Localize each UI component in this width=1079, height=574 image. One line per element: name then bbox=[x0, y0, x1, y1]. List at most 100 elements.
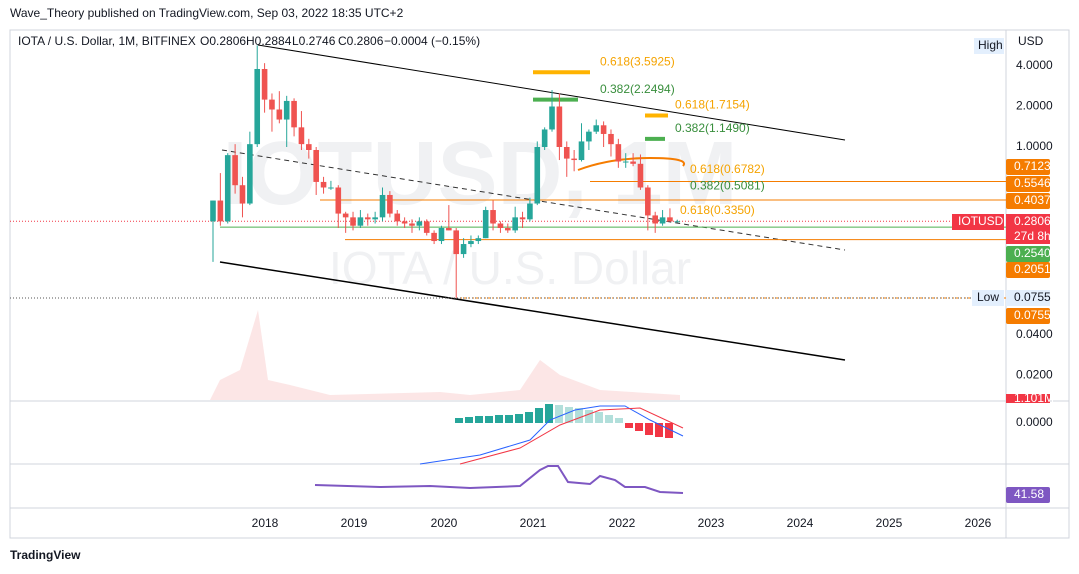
fib-label: 0.618(0.6782) bbox=[690, 162, 765, 176]
candle-body bbox=[401, 221, 408, 224]
price-tag-label: 0.5546 bbox=[1014, 176, 1051, 190]
publisher: Wave_Theory published on TradingView.com… bbox=[10, 6, 404, 20]
candle-body bbox=[232, 155, 238, 186]
candle-body bbox=[416, 221, 423, 226]
candle-body bbox=[350, 217, 356, 226]
candle-body bbox=[468, 241, 474, 245]
candle-body bbox=[512, 217, 518, 231]
price-tick-label: 4.0000 bbox=[1016, 58, 1053, 72]
time-label: 2020 bbox=[431, 516, 458, 530]
candle-body bbox=[261, 68, 268, 100]
legend: IOTA / U.S. Dollar, 1M, BITFINEX O0.2806… bbox=[18, 34, 480, 48]
candle-body bbox=[357, 217, 364, 226]
price-tag-label: 0.0755 bbox=[1014, 308, 1051, 322]
unit: USD bbox=[1018, 34, 1044, 48]
candle-body bbox=[556, 106, 563, 147]
price-tick-label: 0.0400 bbox=[1016, 327, 1053, 341]
footer: TradingView bbox=[10, 548, 81, 562]
low-label: Low bbox=[977, 290, 999, 304]
candle-body bbox=[667, 217, 673, 222]
fib-label: 0.382(0.5081) bbox=[690, 179, 765, 193]
candle-body bbox=[630, 161, 636, 164]
candle-body bbox=[298, 127, 305, 145]
fib-label: 0.618(0.3350) bbox=[680, 203, 755, 217]
legend-high: H0.2884 bbox=[246, 34, 292, 48]
rsi-line bbox=[314, 465, 684, 494]
last-tag bbox=[952, 214, 1004, 230]
legend-low: L0.2746 bbox=[292, 34, 336, 48]
volume bbox=[210, 310, 680, 400]
price-tick-label: 0.0200 bbox=[1016, 368, 1053, 382]
candle-body bbox=[394, 213, 401, 222]
candle-body bbox=[490, 210, 496, 224]
channel-bottom bbox=[219, 261, 846, 361]
candle-body bbox=[291, 100, 297, 128]
candle-body bbox=[593, 125, 600, 132]
candle-body bbox=[497, 223, 504, 228]
last-ticker: IOTUSD bbox=[958, 214, 1004, 228]
candle-body bbox=[534, 147, 541, 204]
volume-label: 1.101M bbox=[1014, 391, 1054, 405]
candle-body bbox=[409, 223, 415, 226]
price-tag-label: 0.2051 bbox=[1014, 262, 1051, 276]
low-tag bbox=[972, 290, 1004, 306]
time-label: 2026 bbox=[965, 516, 992, 530]
rsi-tag bbox=[1006, 487, 1050, 503]
candle-body bbox=[549, 106, 555, 130]
time-label: 2018 bbox=[252, 516, 279, 530]
time-label: 2019 bbox=[341, 516, 368, 530]
moving-average bbox=[577, 156, 686, 171]
fib-label: 0.618(1.7154) bbox=[675, 98, 750, 112]
macd-hist-up bbox=[455, 404, 553, 423]
candle-body bbox=[563, 147, 570, 159]
rsi-label: 41.58 bbox=[1014, 487, 1044, 501]
candle-body bbox=[608, 133, 614, 145]
candle-body bbox=[453, 230, 460, 255]
low-value: 0.0755 bbox=[1014, 290, 1051, 304]
price-tag bbox=[1006, 159, 1050, 175]
candle-body bbox=[387, 194, 393, 214]
candle-body bbox=[446, 228, 452, 231]
price-tag bbox=[1006, 193, 1050, 209]
candle-body bbox=[578, 141, 585, 161]
candle-body bbox=[571, 158, 577, 161]
candle-body bbox=[224, 155, 231, 222]
time-label: 2024 bbox=[787, 516, 814, 530]
candle-body bbox=[210, 200, 216, 222]
candle-body bbox=[320, 181, 327, 188]
candle-body bbox=[652, 215, 658, 224]
candle-body bbox=[247, 144, 253, 204]
price-tick-label: 2.0000 bbox=[1016, 99, 1053, 113]
high-label: High bbox=[978, 38, 1003, 52]
candle-body bbox=[482, 210, 489, 239]
last-price: 0.2806 bbox=[1014, 214, 1051, 228]
candle-body bbox=[276, 109, 283, 120]
candle-body bbox=[335, 187, 342, 214]
fib-label: 0.618(3.5925) bbox=[600, 54, 675, 68]
price-tick-label: 1.0000 bbox=[1016, 139, 1053, 153]
candle-body bbox=[438, 228, 445, 242]
low-value-tag bbox=[1006, 290, 1050, 306]
macd-line bbox=[419, 405, 684, 465]
candle-body bbox=[527, 203, 533, 220]
candle-body bbox=[217, 200, 224, 222]
candle-body bbox=[269, 99, 275, 110]
last-price-tag bbox=[1006, 214, 1050, 244]
price-tag bbox=[1006, 308, 1050, 324]
candle-body bbox=[423, 221, 430, 233]
price-tag-label: 0.7123 bbox=[1014, 159, 1051, 173]
high-tag bbox=[974, 38, 1004, 54]
candle-body bbox=[505, 228, 511, 231]
legend-symbol: IOTA / U.S. Dollar, 1M, BITFINEX bbox=[18, 34, 196, 48]
time-label: 2025 bbox=[876, 516, 903, 530]
candle-body bbox=[519, 217, 526, 220]
candle-body bbox=[342, 213, 349, 218]
legend-open: O0.2806 bbox=[200, 34, 246, 48]
volume-tag bbox=[1006, 394, 1050, 403]
candle-body bbox=[460, 244, 467, 255]
candle-body bbox=[313, 149, 319, 182]
macd-tick: 0.0000 bbox=[1016, 415, 1053, 429]
candle-body bbox=[475, 238, 482, 242]
candle-body bbox=[586, 131, 592, 142]
